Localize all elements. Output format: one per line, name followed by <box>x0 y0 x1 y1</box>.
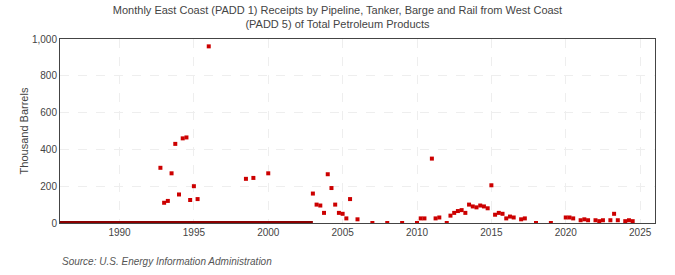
svg-text:0: 0 <box>51 218 57 229</box>
svg-text:2020: 2020 <box>555 227 578 238</box>
svg-text:600: 600 <box>40 107 57 118</box>
svg-text:1,000: 1,000 <box>32 34 57 45</box>
svg-text:Monthly East Coast (PADD 1) Re: Monthly East Coast (PADD 1) Receipts by … <box>113 4 562 30</box>
svg-text:200: 200 <box>40 181 57 192</box>
svg-text:2000: 2000 <box>257 227 280 238</box>
svg-text:1995: 1995 <box>183 227 206 238</box>
svg-text:2010: 2010 <box>406 227 429 238</box>
svg-text:400: 400 <box>40 144 57 155</box>
svg-text:800: 800 <box>40 70 57 81</box>
svg-text:Source: U.S. Energy Informatio: Source: U.S. Energy Information Administ… <box>62 256 272 267</box>
svg-text:1990: 1990 <box>108 227 131 238</box>
svg-text:2005: 2005 <box>332 227 355 238</box>
svg-text:2025: 2025 <box>629 227 652 238</box>
svg-text:Thousand Barrels: Thousand Barrels <box>18 87 30 174</box>
svg-text:2015: 2015 <box>480 227 503 238</box>
